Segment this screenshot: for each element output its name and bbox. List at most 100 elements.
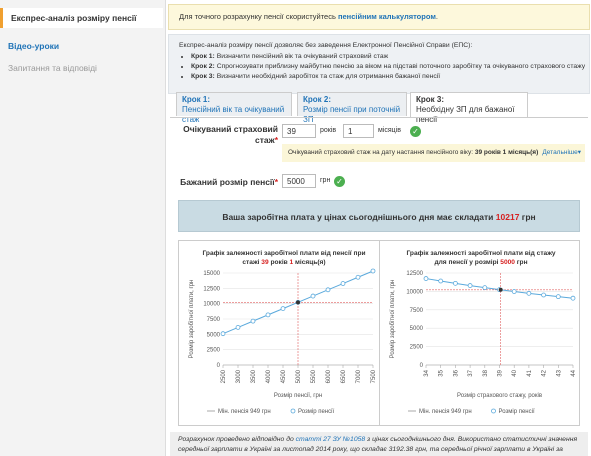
footer-text: Розрахунок проведено відповідно до	[178, 436, 296, 443]
y-tick-label: 5000	[410, 326, 424, 332]
data-point	[438, 278, 444, 284]
menu-item[interactable]: Відео-уроки	[8, 41, 60, 51]
info-value: 39 років 1 місяць(я)	[474, 149, 539, 156]
tab-active[interactable]: Крок 3: Необхідну ЗП для бажаної пенсії	[410, 92, 528, 124]
data-point	[570, 295, 576, 301]
data-point	[355, 274, 361, 280]
y-tick-label: 15000	[203, 271, 220, 277]
step-text: Спрогнозувати приблизну майбутню пенсію …	[216, 63, 586, 70]
x-tick-label: 39	[498, 369, 504, 376]
y-axis-label: Розмір заробітної плати, грн	[189, 280, 195, 359]
panel	[170, 117, 588, 430]
result-unit: грн	[521, 212, 536, 222]
input-pension[interactable]: 5000	[282, 174, 316, 188]
x-tick-label: 44	[571, 369, 577, 376]
input-years[interactable]: 39	[282, 124, 316, 138]
data-point	[310, 293, 316, 299]
y-tick-label: 7500	[207, 317, 221, 323]
tab-text: Розмір пенсії при поточній ЗП	[303, 105, 401, 124]
legend-label: Розмір пенсії	[499, 409, 535, 415]
intro: Експрес-аналіз розміру пенсії дозволяє б…	[168, 34, 590, 94]
tab-label: Крок 2:	[303, 95, 331, 104]
field-label: Очікуваний страховий стаж*	[180, 124, 278, 146]
data-point	[280, 306, 286, 312]
tab[interactable]: Крок 1: Пенсійний вік та очікуваний стаж	[176, 92, 292, 124]
marker-point	[498, 287, 503, 292]
notice-text: Для точного розрахунку пенсії скористуйт…	[179, 12, 338, 21]
step-text: Визначити необхідний заробіток та стаж д…	[216, 73, 441, 80]
data-point	[423, 276, 429, 281]
result-text: Ваша заробітна плата у цінах сьогоднішнь…	[222, 212, 496, 222]
data-point	[511, 289, 517, 294]
data-point	[325, 287, 331, 293]
x-tick-label: 5500	[311, 369, 317, 383]
title-part: місяць(я)	[293, 259, 326, 266]
data-point	[541, 292, 547, 298]
legend-swatch	[491, 408, 496, 414]
x-tick-label: 34	[424, 369, 430, 376]
legend-swatch	[290, 408, 296, 414]
step: Крок 1: Визначити пенсійний вік та очіку…	[191, 52, 589, 62]
x-tick-label: 2500	[221, 369, 227, 383]
result-banner: Ваша заробітна плата у цінах сьогоднішнь…	[178, 200, 580, 232]
footer-text: з цінах сьогоднішнього дня. Використано …	[178, 436, 578, 453]
data-point	[235, 325, 241, 330]
marker-point	[296, 300, 300, 305]
y-tick-label: 10000	[406, 289, 423, 295]
y-tick-label: 10000	[203, 302, 220, 308]
data-point	[370, 268, 376, 274]
data-point	[467, 283, 473, 288]
charts-box: Графік залежності заробітної плати від п…	[178, 240, 580, 426]
footer-note: Розрахунок проведено відповідно до статт…	[170, 432, 588, 456]
data-point	[220, 331, 226, 337]
title-part: 39	[261, 259, 269, 266]
details-link[interactable]: Детальніше▾	[542, 149, 581, 156]
result-value: 10217	[495, 212, 520, 222]
x-tick-label: 3000	[236, 369, 242, 383]
tab-label: Крок 1:	[182, 95, 210, 104]
y-tick-label: 12500	[406, 271, 423, 277]
step-text: Визначити пенсійний вік та очікуваний ст…	[216, 53, 389, 60]
tab-label: Крок 3:	[416, 95, 444, 104]
unit: років	[320, 127, 337, 134]
data-point	[482, 285, 488, 291]
title-part: 1	[289, 259, 294, 266]
chart: 0 2500 5000 7500 10000 12500 34 35 36 37 38 39 40 41 4…	[390, 271, 577, 415]
x-tick-label: 7500	[371, 369, 377, 383]
x-axis-label: Розмір страхового стажу, років	[457, 393, 542, 399]
menu-item-active[interactable]: Експрес-аналіз розміру пенсії	[0, 8, 163, 28]
field-label: Бажаний розмір пенсії*	[180, 177, 278, 187]
step: Крок 2: Спрогнозувати приблизну майбутню…	[191, 62, 589, 72]
required: *	[274, 135, 278, 145]
y-tick-label: 2500	[410, 345, 424, 351]
tab[interactable]: Крок 2: Розмір пенсії при поточній ЗП	[297, 92, 407, 124]
tab-text: Пенсійний вік та очікуваний стаж	[182, 105, 285, 124]
required: *	[274, 177, 278, 187]
y-tick-label: 0	[420, 363, 424, 369]
unit: місяців	[378, 127, 401, 134]
link[interactable]: статті 27 ЗУ №1058	[295, 436, 366, 443]
x-tick-label: 42	[542, 369, 548, 376]
data-point	[555, 294, 561, 300]
divider	[379, 241, 380, 425]
info-bar: Очікуваний страховий стаж на дату настан…	[282, 144, 585, 162]
x-tick-label: 6500	[341, 369, 347, 383]
link[interactable]: пенсійним калькулятором	[337, 12, 436, 21]
x-tick-label: 37	[468, 369, 474, 376]
notice-end: .	[435, 12, 438, 21]
x-tick-label: 4000	[266, 369, 272, 383]
data-point	[453, 280, 458, 286]
data-point	[265, 312, 271, 318]
title-part: грн	[514, 259, 528, 266]
x-tick-label: 6000	[326, 369, 332, 383]
x-tick-label: 7000	[356, 369, 362, 383]
label-text: Бажаний розмір пенсії	[180, 177, 275, 187]
menu-item[interactable]: Запитання та відповіді	[8, 63, 97, 73]
input-months[interactable]: 1	[343, 124, 374, 138]
y-tick-label: 7500	[410, 308, 424, 314]
title-part: Графік залежності заробітної плати від с…	[406, 250, 556, 266]
title-part: Графік залежності заробітної плати від п…	[202, 250, 366, 266]
intro-text: Експрес-аналіз розміру пенсії дозволяє б…	[179, 42, 473, 49]
x-tick-label: 35	[439, 369, 445, 376]
